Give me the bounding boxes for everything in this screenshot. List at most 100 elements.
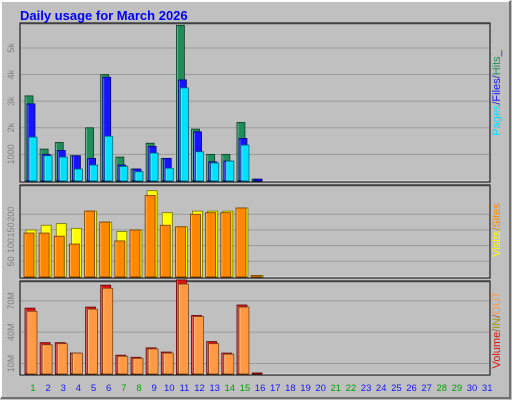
bar-pages-day-15: [240, 144, 250, 182]
y-tick-label: 4k: [6, 69, 16, 79]
bar-sites-day-11: [174, 226, 186, 278]
bar-files-day-16: [253, 178, 263, 182]
day-label-14: 14: [225, 383, 236, 394]
y-axis-label-part: Pages: [491, 104, 503, 136]
bar-sites-day-14: [220, 212, 232, 278]
day-label-2: 2: [45, 383, 50, 394]
bar-sites-day-9: [144, 195, 156, 278]
y-axis-label-part: /: [491, 101, 503, 105]
day-label-28: 28: [436, 383, 447, 394]
y-tick-label: 3k: [6, 96, 16, 106]
bar-pages-day-12: [195, 151, 204, 182]
panel-frame: [19, 22, 491, 183]
bar-out-day-7: [117, 355, 129, 375]
day-label-23: 23: [361, 383, 372, 394]
day-label-22: 22: [346, 383, 357, 394]
day-label-27: 27: [421, 383, 432, 394]
bar-sites-day-4: [69, 243, 80, 278]
y-axis-label-part: /: [491, 314, 503, 318]
day-label-13: 13: [209, 383, 220, 394]
bar-out-day-1: [26, 310, 38, 375]
bar-pages-day-2: [43, 155, 53, 182]
panel-frame: [19, 280, 491, 376]
day-label-17: 17: [270, 383, 281, 394]
bar-out-day-12: [193, 316, 204, 375]
bar-pages-day-3: [58, 156, 68, 182]
y-tick-label: 70M: [6, 292, 16, 310]
bar-sites-day-7: [114, 240, 126, 278]
bar-sites-day-2: [38, 232, 50, 278]
bar-out-day-3: [56, 343, 68, 375]
bar-volume-day-16: [251, 372, 263, 375]
y-axis-label: Pages/Files/Hits_: [491, 49, 503, 136]
y-tick-label: 200: [6, 207, 16, 222]
day-label-30: 30: [467, 383, 478, 394]
bar-out-day-10: [162, 352, 174, 375]
y-axis-label-part: Visits: [491, 230, 503, 257]
day-label-12: 12: [194, 383, 205, 394]
day-label-1: 1: [30, 383, 35, 394]
day-label-4: 4: [76, 383, 81, 394]
y-axis-label-part: _: [491, 49, 503, 57]
day-label-16: 16: [255, 383, 266, 394]
bar-sites-day-10: [159, 224, 171, 278]
day-label-9: 9: [151, 383, 156, 394]
bar-sites-day-5: [84, 210, 95, 278]
day-label-29: 29: [452, 383, 463, 394]
day-label-21: 21: [331, 383, 342, 394]
day-label-31: 31: [482, 383, 493, 394]
bar-sites-day-3: [53, 235, 65, 278]
day-label-26: 26: [406, 383, 417, 394]
day-label-5: 5: [91, 383, 96, 394]
y-axis-label: Volume/IN/OUT: [491, 291, 503, 368]
panel-frame: [19, 184, 491, 279]
bar-out-day-8: [132, 357, 144, 375]
bar-out-day-13: [208, 343, 220, 375]
y-axis-label-part: /: [491, 328, 503, 332]
day-label-20: 20: [315, 383, 326, 394]
bar-pages-day-14: [225, 160, 235, 182]
bar-sites-day-13: [205, 212, 217, 278]
y-axis-label-part: Volume: [491, 332, 503, 369]
bar-out-day-4: [72, 352, 83, 375]
bar-pages-day-4: [74, 168, 83, 182]
day-label-3: 3: [61, 383, 66, 394]
day-label-24: 24: [376, 383, 387, 394]
bar-out-day-6: [102, 287, 114, 375]
chart-panels: 10002k3k4k5kPages/Files/Hits_50100150200…: [6, 22, 503, 376]
y-tick-label: 50: [6, 256, 16, 266]
bar-pages-day-7: [119, 165, 129, 182]
bar-out-day-11: [177, 283, 189, 375]
y-axis-label-part: Sites: [491, 203, 503, 228]
day-label-19: 19: [300, 383, 311, 394]
bar-sites-day-1: [23, 232, 35, 278]
bar-sites-day-8: [129, 229, 141, 278]
bar-pages-day-9: [149, 152, 159, 182]
bar-out-day-5: [87, 308, 98, 375]
bar-pages-day-8: [134, 171, 144, 182]
bar-out-day-14: [223, 353, 235, 375]
day-label-10: 10: [164, 383, 175, 394]
bar-out-day-15: [238, 306, 250, 375]
day-label-25: 25: [391, 383, 402, 394]
bar-pages-day-10: [164, 167, 174, 182]
y-tick-label: 2k: [6, 123, 16, 133]
bar-sites-day-16: [250, 275, 262, 278]
y-axis-label-part: /: [491, 74, 503, 78]
day-label-15: 15: [240, 383, 251, 394]
day-label-6: 6: [106, 383, 111, 394]
bar-pages-day-11: [179, 87, 189, 182]
x-axis-day-labels: 1 2 3 4 5 6 7 8 9 10 11 12 13 14 15 16 17 18 19 20 21 22 23 24 2…: [30, 383, 492, 394]
bar-pages-day-6: [104, 135, 114, 182]
bar-out-day-9: [147, 348, 159, 375]
y-tick-label: 100: [6, 238, 16, 253]
y-axis-label-part: Hits: [491, 56, 503, 75]
chart-title: Daily usage for March 2026: [20, 8, 188, 23]
y-axis-label-part: OUT: [491, 291, 503, 315]
